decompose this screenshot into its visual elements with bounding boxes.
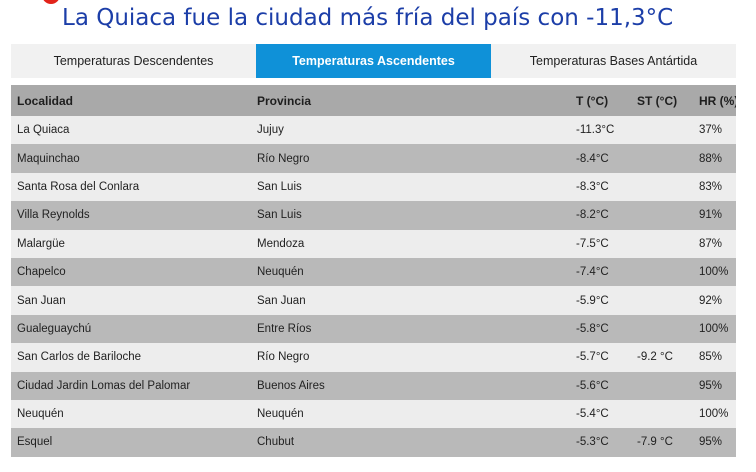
cell-locality: San Juan	[11, 286, 251, 315]
cell-province: Neuquén	[251, 399, 570, 429]
cell-locality: Malargüe	[11, 229, 251, 258]
table-row: San Juan San Juan -5.9°C 92%	[11, 286, 736, 315]
cell-locality: Chapelco	[11, 257, 251, 287]
tab-divider	[11, 78, 736, 85]
tab-temperaturas-ascendentes[interactable]: Temperaturas Ascendentes	[256, 44, 491, 78]
cell-locality: Santa Rosa del Conlara	[11, 172, 251, 202]
cell-province: Río Negro	[251, 343, 570, 372]
cell-thermal-sensation	[631, 399, 693, 429]
cell-thermal-sensation	[631, 116, 693, 145]
cell-province: Buenos Aires	[251, 371, 570, 400]
tab-temperaturas-bases-antartida[interactable]: Temperaturas Bases Antártida	[529, 54, 698, 68]
cell-thermal-sensation	[631, 201, 693, 230]
column-header-province: Provincia	[251, 85, 570, 116]
cell-temperature: -7.5°C	[570, 229, 631, 258]
table-row: Villa Reynolds San Luis -8.2°C 91%	[11, 201, 736, 230]
cell-locality: Neuquén	[11, 399, 251, 429]
cell-locality: Ciudad Jardin Lomas del Palomar	[11, 371, 251, 400]
table-row: Maquinchao Río Negro -8.4°C 88%	[11, 144, 736, 173]
cell-temperature: -5.3°C	[570, 428, 631, 457]
cell-province: Río Negro	[251, 144, 570, 173]
column-header-humidity: HR (%)	[693, 85, 736, 116]
cell-temperature: -5.9°C	[570, 286, 631, 315]
cell-locality: Esquel	[11, 428, 251, 457]
cell-humidity: 92%	[693, 286, 736, 315]
cell-locality: La Quiaca	[11, 116, 251, 145]
cell-province: Entre Ríos	[251, 314, 570, 344]
table-row: San Carlos de Bariloche Río Negro -5.7°C -9…	[11, 343, 736, 372]
temperature-table: Localidad Provincia T (°C) ST (°C) HR (%…	[11, 85, 736, 457]
tab-bar: Temperaturas Descendentes Temperaturas A…	[11, 44, 736, 78]
cell-thermal-sensation	[631, 229, 693, 258]
cell-temperature: -5.6°C	[570, 371, 631, 400]
page-title: La Quiaca fue la ciudad más fría del paí…	[62, 5, 674, 31]
cell-humidity: 100%	[693, 257, 736, 287]
cell-locality: Gualeguaychú	[11, 314, 251, 344]
cell-province: Mendoza	[251, 229, 570, 258]
cell-thermal-sensation	[631, 314, 693, 344]
cell-province: Neuquén	[251, 257, 570, 287]
table-row: Malargüe Mendoza -7.5°C 87%	[11, 229, 736, 258]
cell-locality: San Carlos de Bariloche	[11, 343, 251, 372]
table-row: Chapelco Neuquén -7.4°C 100%	[11, 257, 736, 287]
cell-humidity: 100%	[693, 314, 736, 344]
cell-humidity: 100%	[693, 399, 736, 429]
table-row: Esquel Chubut -5.3°C -7.9 °C 95%	[11, 428, 736, 457]
column-header-thermal-sensation: ST (°C)	[631, 85, 693, 116]
cell-province: San Juan	[251, 286, 570, 315]
cell-province: San Luis	[251, 172, 570, 202]
column-header-temperature: T (°C)	[570, 85, 631, 116]
cell-temperature: -11.3°C	[570, 116, 631, 145]
table-row: La Quiaca Jujuy -11.3°C 37%	[11, 116, 736, 145]
cell-province: Jujuy	[251, 116, 570, 145]
cell-thermal-sensation	[631, 257, 693, 287]
cell-temperature: -8.2°C	[570, 201, 631, 230]
table-header-row: Localidad Provincia T (°C) ST (°C) HR (%…	[11, 85, 736, 116]
cell-locality: Maquinchao	[11, 144, 251, 173]
cell-humidity: 95%	[693, 428, 736, 457]
table-row: Santa Rosa del Conlara San Luis -8.3°C 83%	[11, 172, 736, 202]
tab-temperaturas-descendentes[interactable]: Temperaturas Descendentes	[53, 54, 214, 68]
column-header-locality: Localidad	[11, 85, 251, 116]
cell-temperature: -5.8°C	[570, 314, 631, 344]
cell-province: Chubut	[251, 428, 570, 457]
cell-temperature: -5.7°C	[570, 343, 631, 372]
cell-humidity: 91%	[693, 201, 736, 230]
cell-thermal-sensation	[631, 286, 693, 315]
cell-temperature: -7.4°C	[570, 257, 631, 287]
cell-humidity: 83%	[693, 172, 736, 202]
cell-humidity: 95%	[693, 371, 736, 400]
red-bullet-icon	[42, 0, 60, 4]
cell-thermal-sensation	[631, 371, 693, 400]
cell-humidity: 37%	[693, 116, 736, 145]
cell-temperature: -5.4°C	[570, 399, 631, 429]
cell-humidity: 88%	[693, 144, 736, 173]
table-row: Ciudad Jardin Lomas del Palomar Buenos Ai…	[11, 371, 736, 400]
cell-locality: Villa Reynolds	[11, 201, 251, 230]
cell-thermal-sensation	[631, 144, 693, 173]
cell-thermal-sensation: -9.2 °C	[631, 343, 693, 372]
cell-temperature: -8.3°C	[570, 172, 631, 202]
cell-humidity: 87%	[693, 229, 736, 258]
table-row: Gualeguaychú Entre Ríos -5.8°C 100%	[11, 314, 736, 344]
cell-temperature: -8.4°C	[570, 144, 631, 173]
cell-province: San Luis	[251, 201, 570, 230]
table-row: Neuquén Neuquén -5.4°C 100%	[11, 399, 736, 429]
cell-thermal-sensation	[631, 172, 693, 202]
cell-thermal-sensation: -7.9 °C	[631, 428, 693, 457]
cell-humidity: 85%	[693, 343, 736, 372]
